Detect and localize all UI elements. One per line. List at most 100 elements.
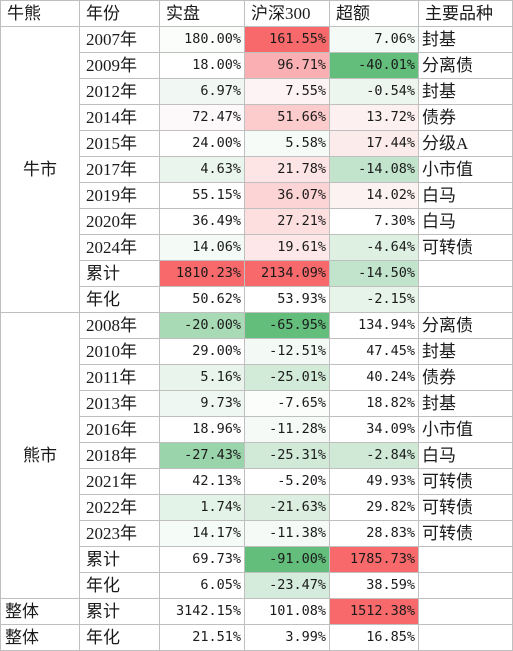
main-category-cell bbox=[418, 624, 513, 651]
table-row: 年化 50.62% 53.93% -2.15% bbox=[1, 286, 513, 313]
csi300-cell: -91.00% bbox=[244, 546, 330, 573]
table-row: 2022年 1.74% -21.63% 29.82% 可转债 bbox=[1, 494, 513, 521]
excess-cell: -40.01% bbox=[329, 52, 419, 79]
year-cell: 2023年 bbox=[79, 520, 160, 547]
main-category-cell: 分离债 bbox=[418, 52, 513, 79]
live-return-cell: 180.00% bbox=[159, 26, 245, 53]
live-return-cell: -27.43% bbox=[159, 442, 245, 469]
csi300-cell: -5.20% bbox=[244, 468, 330, 495]
year-cell: 年化 bbox=[79, 624, 160, 651]
table-row: 2015年 24.00% 5.58% 17.44% 分级A bbox=[1, 130, 513, 157]
year-cell: 2024年 bbox=[79, 234, 160, 261]
year-cell: 2016年 bbox=[79, 416, 160, 443]
main-category-cell: 分离债 bbox=[418, 312, 513, 339]
table-row: 2009年 18.00% 96.71% -40.01% 分离债 bbox=[1, 52, 513, 79]
table-row: 累计 69.73% -91.00% 1785.73% bbox=[1, 546, 513, 573]
market-phase-cell: 熊市 bbox=[0, 312, 80, 599]
excess-cell: 7.06% bbox=[329, 26, 419, 53]
excess-cell: -14.08% bbox=[329, 156, 419, 183]
main-category-cell: 封基 bbox=[418, 338, 513, 365]
live-return-cell: 6.05% bbox=[159, 572, 245, 599]
year-cell: 2019年 bbox=[79, 182, 160, 209]
main-category-cell: 可转债 bbox=[418, 494, 513, 521]
excess-cell: -4.64% bbox=[329, 234, 419, 261]
main-category-cell bbox=[418, 598, 513, 625]
main-category-cell: 白马 bbox=[418, 208, 513, 235]
main-category-cell: 白马 bbox=[418, 442, 513, 469]
live-return-cell: -20.00% bbox=[159, 312, 245, 339]
table-row: 熊市 2008年 -20.00% -65.95% 134.94% 分离债 bbox=[0, 312, 513, 599]
live-return-cell: 9.73% bbox=[159, 390, 245, 417]
table-row: 2020年 36.49% 27.21% 7.30% 白马 bbox=[1, 208, 513, 235]
excess-cell: -2.84% bbox=[329, 442, 419, 469]
year-cell: 2015年 bbox=[79, 130, 160, 157]
excess-cell: 16.85% bbox=[329, 624, 419, 651]
year-cell: 累计 bbox=[79, 546, 160, 573]
csi300-cell: -11.38% bbox=[244, 520, 330, 547]
live-return-cell: 42.13% bbox=[159, 468, 245, 495]
excess-cell: 40.24% bbox=[329, 364, 419, 391]
csi300-cell: 19.61% bbox=[244, 234, 330, 261]
live-return-cell: 50.62% bbox=[159, 286, 245, 313]
table-row: 2018年 -27.43% -25.31% -2.84% 白马 bbox=[1, 442, 513, 469]
year-cell: 2021年 bbox=[79, 468, 160, 495]
live-return-cell: 21.51% bbox=[159, 624, 245, 651]
header-main-category: 主要品种 bbox=[418, 0, 513, 27]
table-body: 牛市 2007年 180.00% 161.55% 7.06% 封基 2009年 18.00% 9… bbox=[0, 26, 513, 651]
live-return-cell: 18.00% bbox=[159, 52, 245, 79]
year-cell: 2009年 bbox=[79, 52, 160, 79]
header-market-phase: 牛熊 bbox=[0, 0, 80, 27]
table-row: 2014年 72.47% 51.66% 13.72% 债券 bbox=[1, 104, 513, 131]
market-phase-cell: 牛市 bbox=[0, 26, 80, 313]
year-cell: 累计 bbox=[79, 598, 160, 625]
year-cell: 2017年 bbox=[79, 156, 160, 183]
year-cell: 累计 bbox=[79, 260, 160, 287]
csi300-cell: 36.07% bbox=[244, 182, 330, 209]
main-category-cell: 封基 bbox=[418, 26, 513, 53]
table-row: 2016年 18.96% -11.28% 34.09% 小市值 bbox=[1, 416, 513, 443]
year-cell: 2012年 bbox=[79, 78, 160, 105]
csi300-cell: 101.08% bbox=[244, 598, 330, 625]
main-category-cell: 可转债 bbox=[418, 520, 513, 547]
live-return-cell: 4.63% bbox=[159, 156, 245, 183]
table-row: 牛市 2007年 180.00% 161.55% 7.06% 封基 bbox=[0, 26, 513, 313]
main-category-cell: 债券 bbox=[418, 364, 513, 391]
live-return-cell: 18.96% bbox=[159, 416, 245, 443]
table-row: 2021年 42.13% -5.20% 49.93% 可转债 bbox=[1, 468, 513, 495]
table-row: 年化 6.05% -23.47% 38.59% bbox=[1, 572, 513, 599]
live-return-cell: 5.16% bbox=[159, 364, 245, 391]
header-row: 牛熊 年份 实盘 沪深300 超额 主要品种 bbox=[0, 0, 513, 27]
main-category-cell bbox=[418, 546, 513, 573]
year-cell: 2013年 bbox=[79, 390, 160, 417]
live-return-cell: 1810.23% bbox=[159, 260, 245, 287]
main-category-cell bbox=[418, 286, 513, 313]
live-return-cell: 29.00% bbox=[159, 338, 245, 365]
csi300-cell: -65.95% bbox=[244, 312, 330, 339]
main-category-cell: 白马 bbox=[418, 182, 513, 209]
header-csi300: 沪深300 bbox=[244, 0, 330, 27]
csi300-cell: -23.47% bbox=[244, 572, 330, 599]
main-category-cell: 分级A bbox=[418, 130, 513, 157]
year-cell: 年化 bbox=[79, 572, 160, 599]
excess-cell: 1512.38% bbox=[329, 598, 419, 625]
live-return-cell: 24.00% bbox=[159, 130, 245, 157]
csi300-cell: -7.65% bbox=[244, 390, 330, 417]
header-excess: 超额 bbox=[329, 0, 419, 27]
main-category-cell bbox=[418, 260, 513, 287]
excess-cell: 34.09% bbox=[329, 416, 419, 443]
table-row: 2017年 4.63% 21.78% -14.08% 小市值 bbox=[1, 156, 513, 183]
csi300-cell: 21.78% bbox=[244, 156, 330, 183]
header-live-return: 实盘 bbox=[159, 0, 245, 27]
main-category-cell: 可转债 bbox=[418, 468, 513, 495]
table-row: 2010年 29.00% -12.51% 47.45% 封基 bbox=[1, 338, 513, 365]
live-return-cell: 14.17% bbox=[159, 520, 245, 547]
csi300-cell: 5.58% bbox=[244, 130, 330, 157]
live-return-cell: 14.06% bbox=[159, 234, 245, 261]
year-cell: 2007年 bbox=[79, 26, 160, 53]
year-cell: 2010年 bbox=[79, 338, 160, 365]
table-row: 整体 累计 3142.15% 101.08% 1512.38% bbox=[0, 598, 513, 625]
main-category-cell bbox=[418, 572, 513, 599]
table-row: 2013年 9.73% -7.65% 18.82% 封基 bbox=[1, 390, 513, 417]
main-category-cell: 小市值 bbox=[418, 156, 513, 183]
